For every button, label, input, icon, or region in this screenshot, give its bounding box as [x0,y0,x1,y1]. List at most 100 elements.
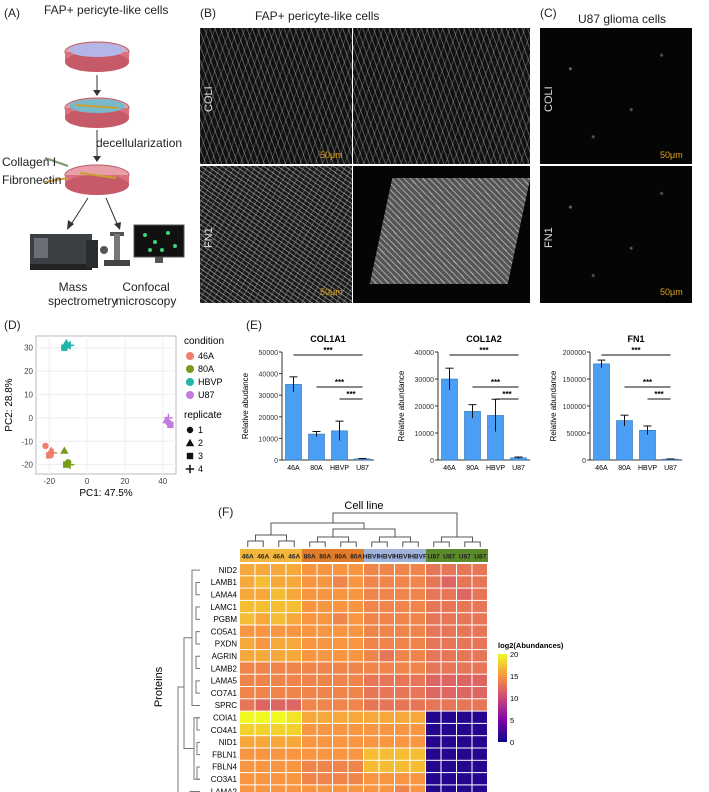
heatmap-cell [364,564,379,576]
row-label: LAMB2 [211,664,238,673]
dendrogram-branch [332,512,458,537]
x-tick-label: HBVP [330,465,349,472]
heatmap-cell [333,711,348,723]
heatmap-cell [364,625,379,637]
column-annotation [240,549,256,562]
heatmap-cell [286,625,301,637]
column-label: 46A [288,554,300,561]
heatmap-cell [441,760,456,773]
heatmap-cell [441,736,456,748]
heatmap-cell [302,748,317,760]
significance-label: *** [643,378,653,387]
panel-b-label: (B) [200,6,216,20]
significance-label: *** [479,346,489,355]
heatmap-cell [441,711,456,723]
chart-title: COL1A2 [466,334,502,344]
heatmap-cell [240,699,255,711]
y-tick-label: 0 [582,458,586,465]
significance-label: *** [654,390,664,399]
row-label: LAMA2 [211,787,238,792]
heatmap-cell [472,674,487,686]
legend-shape [185,464,195,474]
legend-tick-label: 20 [510,650,518,659]
y-tick-label: 30 [24,344,33,353]
heatmap-cell [240,588,255,600]
bar [464,411,481,461]
y-tick-label: 10 [24,390,33,399]
heatmap-cell [441,588,456,600]
pca-scatter-plot: -20 0 20 40 -20 -10 0 10 20 30 PC1: 47.5% PC2: 28.8… [4,335,224,499]
heatmap-cell [364,650,379,662]
heatmap-cell [333,600,348,613]
significance-label: *** [346,390,356,399]
heatmap-cell [286,662,301,674]
heatmap-cell [240,613,255,625]
heatmap-cell [348,662,363,674]
heatmap-cell [457,588,472,600]
legend-tick-label: 15 [510,672,518,681]
heatmap-cell [472,723,487,736]
panel-f-label: (F) [218,505,234,519]
heatmap-cell [240,687,255,699]
heatmap-cell [472,637,487,650]
heatmap-cell [255,564,270,576]
heatmap-cell [286,564,301,576]
column-label: HBVP [394,554,413,561]
decellularization-label: decellularization [96,136,183,150]
heatmap-cell [426,687,441,699]
y-tick-label: 0 [430,458,434,465]
heatmap-cell [364,748,379,760]
heatmap-cell [364,576,379,588]
heatmap-cell [271,736,286,748]
heatmap-cell [379,650,394,662]
dendrogram-branch [247,534,295,547]
column-annotation [286,549,302,562]
heatmap-cell [348,785,363,792]
heatmap-cell [379,699,394,711]
u87-fn1-row-label: FN1 [543,227,555,248]
coli-row-label: COLI [203,86,215,112]
heatmap-cell [333,662,348,674]
scale-label: 50μm [320,150,343,160]
heatmap-cell [271,662,286,674]
heatmap-cell [286,687,301,699]
heatmap-cell [317,662,332,674]
heatmap-cell [286,748,301,760]
heatmap-cell [271,637,286,650]
mass-spec-label: Mass spectrometry [48,280,117,308]
data-point [46,452,53,459]
heatmap-cell [317,711,332,723]
heatmap-cell [410,588,425,600]
heatmap-cell [255,674,270,686]
heatmap-cell [255,576,270,588]
scale-label: 50μm [660,150,683,160]
heatmap-cell [441,674,456,686]
heatmap-cell [348,711,363,723]
heatmap-cell [379,773,394,785]
heatmap-cell [379,736,394,748]
heatmap-cell [271,711,286,723]
heatmap-cell [426,723,441,736]
heatmap-cell [472,748,487,760]
heatmap-cell [271,699,286,711]
u87-coli-row-label: COLI [543,86,555,112]
bar [593,363,610,461]
legend-shape [186,426,194,434]
legend-colorbar [498,654,507,742]
dendrogram-branch [195,655,200,670]
heatmap-cell [317,674,332,686]
legend-tick-label: 10 [510,694,518,703]
row-dendrogram [177,569,200,792]
heatmap-cell [302,625,317,637]
heatmap-cell [457,699,472,711]
panel-c-label: (C) [540,6,557,20]
y-tick-label: 0 [29,414,34,423]
y-axis-label: Proteins [153,666,165,707]
heatmap-cell [317,637,332,650]
heatmap-cell [457,711,472,723]
row-label: NID1 [219,738,238,747]
heatmap-cell [271,576,286,588]
heatmap-cell [441,723,456,736]
heatmap-cell [379,613,394,625]
